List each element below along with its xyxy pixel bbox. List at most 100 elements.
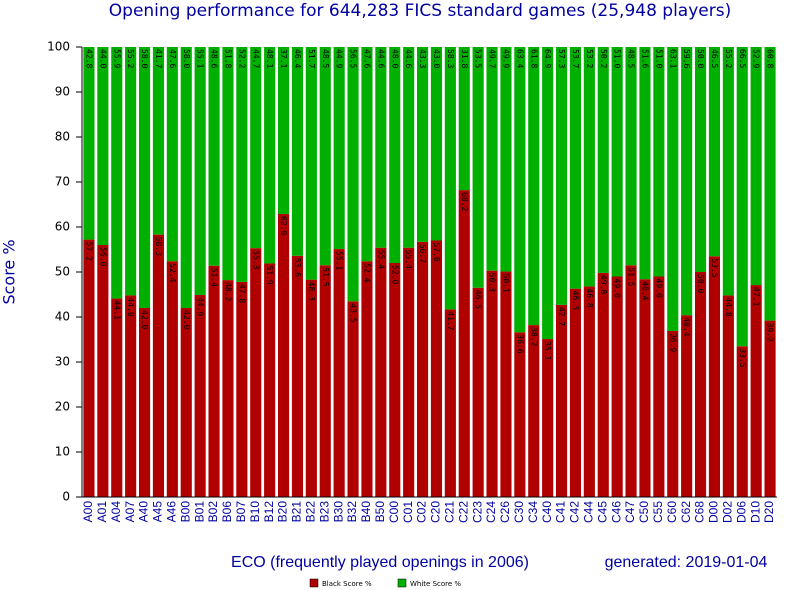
- y-tick-label: 70: [55, 175, 70, 189]
- bar-segment: [236, 47, 248, 282]
- bar-segment: [180, 308, 192, 497]
- value-label: 48.5: [627, 49, 636, 68]
- value-label: 50.0: [696, 274, 705, 293]
- bar-segment: [514, 332, 526, 497]
- bar-segment: [611, 276, 623, 497]
- bar-segment: [500, 47, 512, 272]
- bar-segment: [250, 248, 262, 497]
- bar-segment: [639, 279, 651, 497]
- bar-segment: [722, 295, 734, 497]
- x-tick-label: B12: [262, 501, 276, 523]
- bar-segment: [208, 265, 220, 497]
- bar-segment: [83, 47, 95, 240]
- value-label: 44.8: [126, 297, 135, 316]
- x-tick-label: A01: [95, 501, 109, 523]
- x-axis-label: ECO (frequently played openings in 2006): [231, 554, 529, 571]
- value-label: 44.0: [98, 49, 107, 68]
- x-tick-label: C23: [470, 501, 484, 523]
- x-tick-label: C68: [693, 501, 707, 523]
- value-label: 60.8: [766, 49, 775, 68]
- value-label: 50.3: [488, 273, 497, 292]
- value-label: 44.9: [335, 49, 344, 68]
- bar-segment: [722, 47, 734, 296]
- value-label: 49.0: [613, 279, 622, 298]
- value-label: 61.8: [529, 49, 538, 68]
- value-label: 50.2: [599, 49, 608, 68]
- bar-segment: [180, 47, 192, 308]
- value-label: 49.8: [599, 275, 608, 294]
- value-label: 48.4: [640, 281, 649, 300]
- value-label: 46.4: [293, 49, 302, 68]
- x-tick-label: B02: [206, 501, 220, 523]
- bar-segment: [486, 270, 498, 497]
- value-label: 55.2: [724, 49, 733, 68]
- bar-segment: [236, 281, 248, 497]
- value-label: 46.5: [474, 290, 483, 309]
- x-tick-label: C00: [387, 501, 401, 523]
- bar-segment: [444, 309, 456, 497]
- bar-segment: [361, 47, 373, 262]
- bar-segment: [764, 320, 776, 497]
- x-tick-label: D06: [734, 501, 748, 523]
- x-tick-label: D20: [762, 501, 776, 523]
- bar-segment: [639, 47, 651, 280]
- x-tick-label: C21: [443, 501, 457, 523]
- value-label: 55.4: [404, 250, 413, 269]
- x-tick-label: C22: [456, 501, 470, 523]
- value-label: 52.4: [168, 263, 177, 282]
- x-tick-label: A40: [137, 501, 151, 523]
- bar-segment: [83, 239, 95, 497]
- value-label: 35.1: [543, 341, 552, 360]
- value-label: 68.2: [460, 192, 469, 211]
- value-label: 44.6: [376, 49, 385, 68]
- value-label: 50.0: [696, 49, 705, 68]
- x-tick-label: A46: [165, 501, 179, 523]
- value-label: 44.9: [196, 297, 205, 316]
- value-label: 47.6: [168, 49, 177, 68]
- value-label: 53.2: [585, 49, 594, 68]
- value-label: 58.0: [182, 49, 191, 68]
- bar-segment: [138, 47, 151, 308]
- bar-segment: [764, 47, 776, 321]
- value-label: 46.5: [710, 49, 719, 68]
- value-label: 55.9: [112, 49, 121, 68]
- bar-segment: [667, 47, 679, 331]
- x-tick-label: C45: [595, 501, 609, 523]
- value-label: 57.2: [84, 242, 93, 261]
- x-tick-label: C41: [554, 501, 568, 523]
- bar-segment: [347, 47, 359, 302]
- value-label: 64.9: [543, 49, 552, 68]
- bar-segment: [222, 47, 234, 281]
- bar-segment: [514, 47, 526, 333]
- y-tick-label: 20: [55, 400, 70, 414]
- value-label: 53.5: [710, 258, 719, 277]
- bar-segment: [277, 47, 290, 214]
- bar-segment: [486, 47, 498, 271]
- value-label: 47.6: [362, 49, 371, 68]
- value-label: 38.2: [529, 327, 538, 346]
- value-label: 49.9: [501, 49, 510, 68]
- value-label: 55.1: [335, 251, 344, 270]
- x-tick-label: C02: [415, 501, 429, 523]
- bar-segment: [625, 265, 637, 497]
- value-label: 44.6: [404, 49, 413, 68]
- bar-segment: [625, 47, 637, 266]
- x-tick-label: C26: [498, 501, 512, 523]
- value-label: 51.4: [210, 268, 219, 287]
- value-label: 40.4: [682, 317, 691, 336]
- x-tick-label: C01: [401, 501, 415, 523]
- value-label: 48.3: [307, 282, 316, 301]
- value-label: 51.5: [627, 267, 636, 286]
- bar-segment: [528, 325, 540, 497]
- value-label: 43.5: [349, 303, 358, 322]
- x-tick-label: C60: [665, 501, 679, 523]
- bar-segment: [208, 47, 220, 266]
- bar-segment: [111, 47, 123, 299]
- x-tick-label: C55: [651, 501, 665, 523]
- bar-segment: [416, 47, 429, 242]
- value-label: 43.3: [418, 49, 427, 68]
- value-label: 56.7: [418, 244, 427, 263]
- bar-segment: [458, 47, 470, 191]
- bar-segment: [708, 256, 721, 497]
- value-label: 49.0: [654, 279, 663, 298]
